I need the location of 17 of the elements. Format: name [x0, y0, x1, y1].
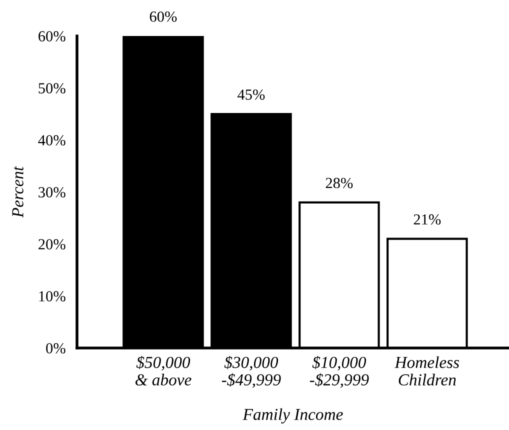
y-tick-label: 0%	[46, 343, 66, 354]
x-tick-label: $10,000 -$29,999	[310, 356, 369, 388]
y-tick-label: 20%	[38, 239, 66, 250]
x-tick-label: $30,000 -$49,999	[222, 356, 281, 388]
y-axis-title: Percent	[12, 166, 24, 218]
y-tick-label: 40%	[38, 135, 66, 146]
x-tick-label: Homeless Children	[394, 356, 460, 386]
data-label: 45%	[238, 89, 265, 100]
data-label: 21%	[414, 214, 441, 225]
y-tick-label: 60%	[38, 31, 66, 42]
data-label: 60%	[150, 11, 177, 22]
y-tick-label: 30%	[38, 187, 66, 198]
x-axis-title: Family Income	[242, 408, 343, 424]
y-tick-label: 50%	[38, 83, 66, 94]
y-tick-label: 10%	[39, 291, 66, 302]
x-tick-label: $50,000 & above	[135, 356, 192, 386]
data-label: 28%	[326, 178, 353, 188]
